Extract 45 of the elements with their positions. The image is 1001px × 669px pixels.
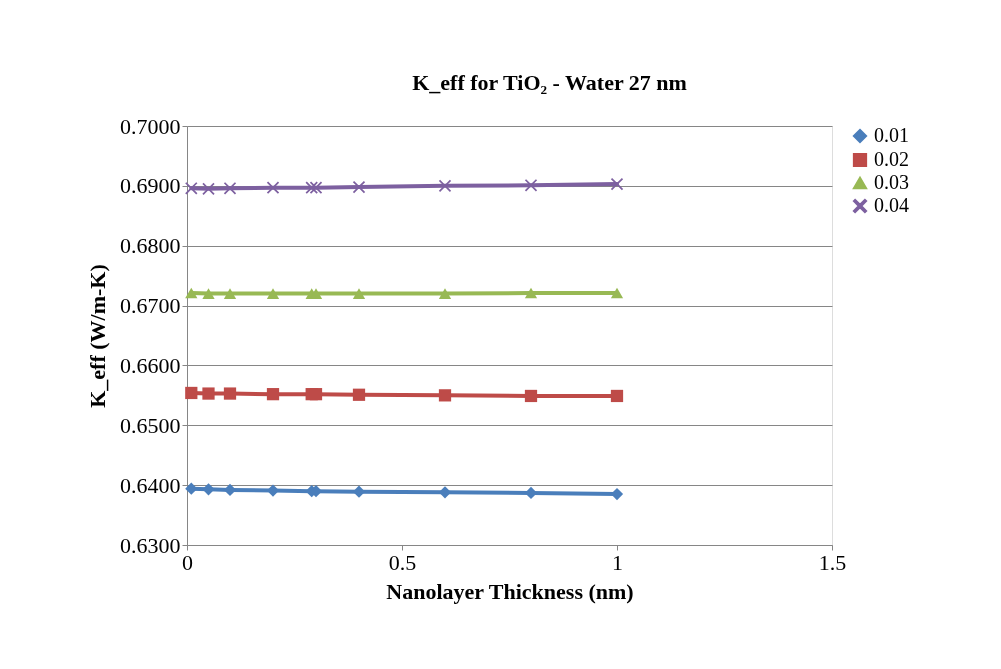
y-tick-label: 0.6500 [120, 412, 181, 438]
chart-title: K_eff for TiO₂ - Water 27 nm [412, 70, 687, 95]
point [352, 388, 366, 401]
point [438, 486, 452, 499]
y-tick-label: 0.6900 [120, 173, 181, 199]
point [610, 488, 624, 501]
y-tick-label: 0.7000 [120, 113, 181, 139]
point [610, 177, 624, 191]
point [185, 182, 198, 195]
legend-label: 0.01 [874, 124, 909, 146]
legend-label: 0.03 [874, 171, 909, 193]
point [185, 386, 198, 400]
y-tick-label: 0.6700 [120, 293, 181, 319]
point [438, 179, 452, 192]
point [223, 387, 237, 400]
x-tick-label: 1 [612, 549, 623, 575]
x-tick-label: 1.5 [818, 549, 847, 575]
point [438, 288, 452, 299]
x-tick-label: 0.5 [388, 549, 417, 575]
x-tick-label: 0 [182, 549, 193, 575]
point [185, 287, 198, 299]
y-tick-label: 0.6400 [120, 472, 181, 498]
point [352, 485, 366, 498]
y-axis-title: K_eff (W/m-K) [85, 264, 110, 408]
point [223, 288, 237, 299]
y-tick-label: 0.6800 [120, 233, 181, 259]
point [266, 288, 280, 299]
point [610, 287, 624, 299]
y-tick-label: 0.6600 [120, 352, 181, 378]
point [266, 388, 280, 401]
x-axis-title: Nanolayer Thickness (nm) [386, 578, 634, 604]
point [305, 181, 318, 194]
point [202, 387, 215, 400]
point [352, 180, 366, 194]
point [524, 389, 538, 403]
point [352, 288, 366, 299]
point [438, 389, 452, 402]
legend-label: 0.04 [874, 194, 909, 216]
point [309, 388, 323, 401]
legend-label: 0.02 [874, 148, 909, 170]
point [202, 288, 215, 299]
point [610, 389, 624, 403]
point [524, 287, 538, 299]
y-tick-label: 0.6300 [120, 532, 181, 558]
point [266, 484, 280, 497]
